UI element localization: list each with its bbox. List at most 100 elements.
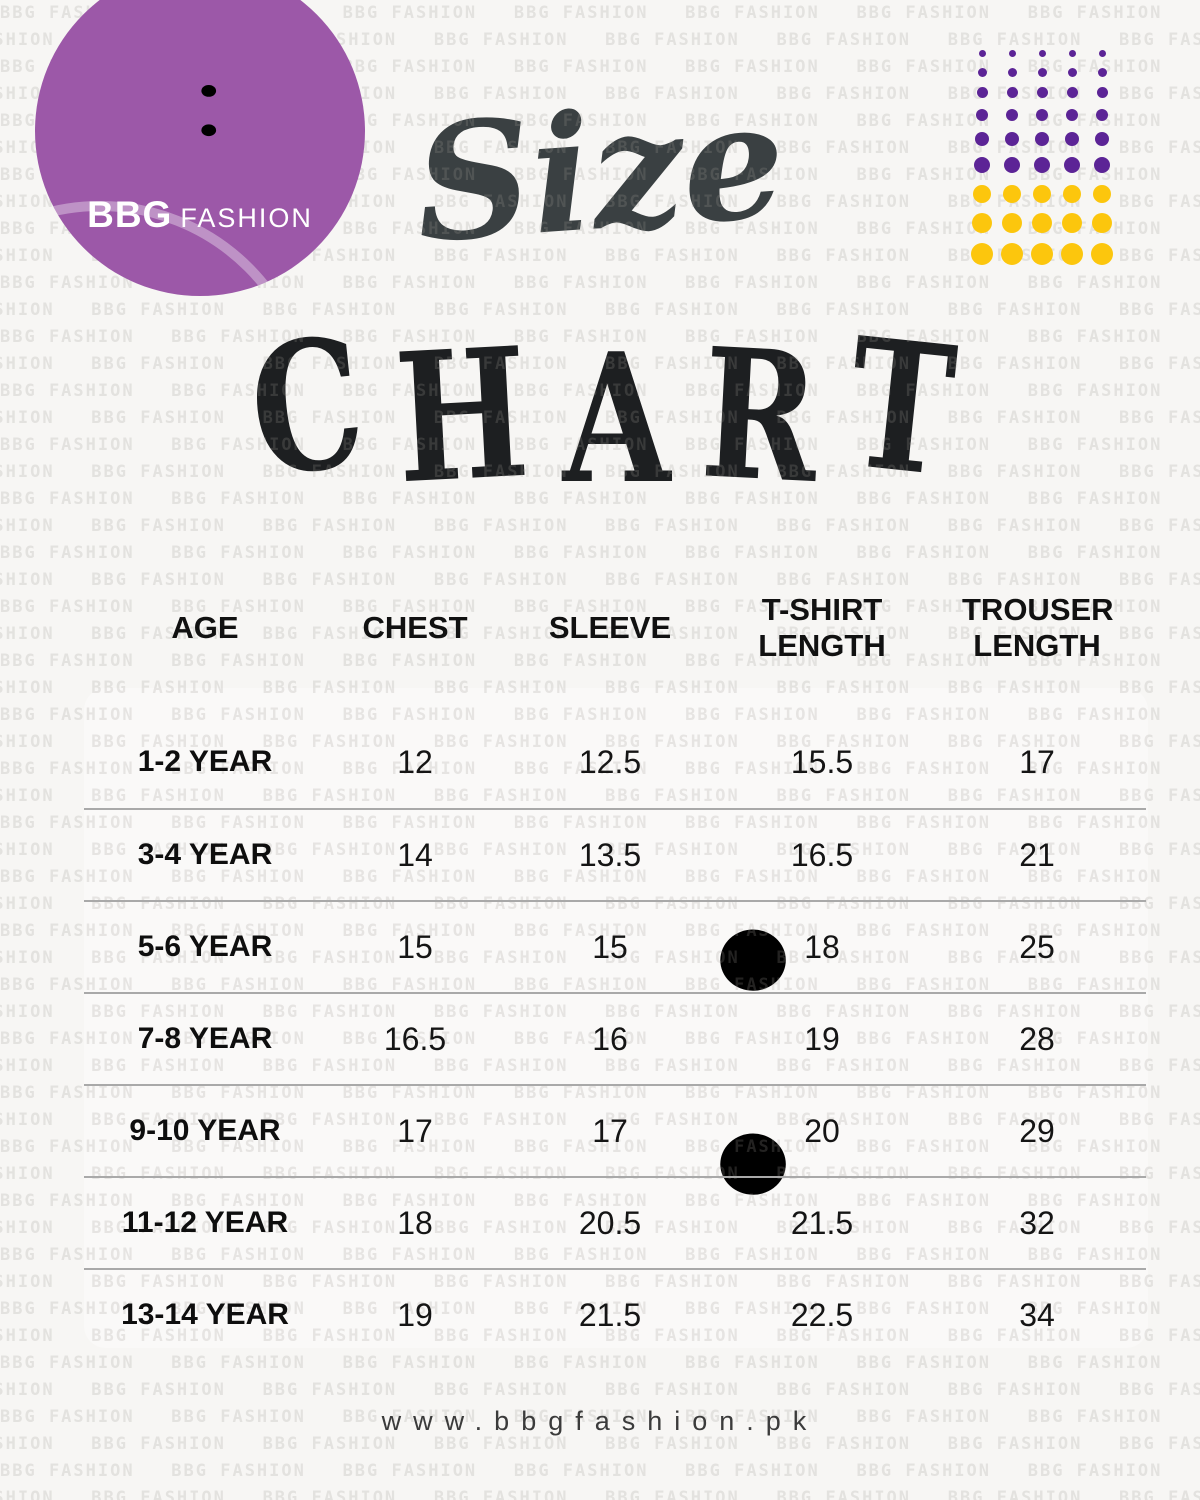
title-main-letter: A bbox=[562, 314, 670, 523]
measurement-cell: 15 bbox=[397, 928, 433, 965]
dot bbox=[976, 87, 988, 98]
dot bbox=[1096, 87, 1108, 98]
dot-row bbox=[967, 44, 1117, 63]
dot bbox=[1097, 68, 1107, 77]
table-header-row: AGE CHEST SLEEVE T-SHIRT LENGTH TROUSER LENG… bbox=[84, 578, 1146, 678]
dot bbox=[1038, 50, 1046, 57]
dot bbox=[1064, 157, 1080, 173]
measurement-cell: 17 bbox=[1019, 743, 1055, 780]
table-row: 9-10 YEAR 17 17 20 29 bbox=[84, 1084, 1146, 1176]
dot bbox=[1066, 87, 1078, 98]
table-row: 3-4 YEAR 14 13.5 16.5 21 bbox=[84, 808, 1146, 900]
measurement-cell: 29 bbox=[1019, 1112, 1055, 1149]
measurement-cell: 15.5 bbox=[790, 743, 854, 780]
dot bbox=[1008, 50, 1016, 57]
dot bbox=[1067, 68, 1077, 77]
age-cell: 5-6 YEAR bbox=[137, 930, 273, 963]
dot bbox=[1003, 184, 1021, 203]
dot bbox=[1035, 131, 1049, 146]
dot bbox=[1093, 184, 1111, 203]
column-header: CHEST bbox=[362, 610, 468, 645]
measurement-cell: 22.5 bbox=[790, 1296, 854, 1333]
dot bbox=[1091, 242, 1113, 265]
dot-row bbox=[967, 82, 1117, 103]
dot bbox=[1036, 87, 1048, 98]
age-cell: 13-14 YEAR bbox=[121, 1298, 289, 1331]
title-main-letter: R bbox=[696, 308, 820, 523]
dot bbox=[1031, 242, 1053, 265]
watermark-text-row: BBG FASHION BBG FASHION BBG FASHION BBG … bbox=[0, 1461, 1200, 1481]
measurement-cell: 32 bbox=[1019, 1204, 1055, 1241]
dot bbox=[971, 242, 993, 265]
measurement-cell: 16.5 bbox=[383, 1020, 447, 1057]
column-header: TROUSER LENGTH bbox=[962, 592, 1114, 663]
dot bbox=[1095, 131, 1109, 146]
column-header: AGE bbox=[171, 610, 239, 645]
dot bbox=[1006, 87, 1018, 98]
watermark-text-row: BBG FASHION BBG FASHION BBG FASHION BBG … bbox=[0, 1488, 1200, 1500]
dot-grid-decoration bbox=[967, 44, 1117, 269]
dot bbox=[1092, 213, 1112, 233]
dot bbox=[1004, 157, 1020, 173]
dot bbox=[975, 131, 989, 146]
table-row: 5-6 YEAR 15 15 18 25 bbox=[84, 900, 1146, 992]
dot bbox=[1007, 68, 1017, 77]
age-cell: 7-8 YEAR bbox=[137, 1022, 273, 1055]
measurement-cell: 25 bbox=[1019, 928, 1055, 965]
bbg-butterfly-g-logo-icon bbox=[87, 64, 290, 158]
measurement-cell: 15 bbox=[592, 928, 628, 965]
brand-badge: BBG FASHION bbox=[35, 0, 365, 296]
dot bbox=[1094, 157, 1110, 173]
dot bbox=[1062, 213, 1082, 233]
age-cell: 9-10 YEAR bbox=[129, 1114, 281, 1147]
table-body: 1-2 YEAR 12 12.5 15.5 17 3-4 YEAR 14 13.5 16.5 21… bbox=[84, 716, 1146, 1360]
table-row: 13-14 YEAR 19 21.5 22.5 34 bbox=[84, 1268, 1146, 1360]
measurement-cell: 18 bbox=[397, 1204, 433, 1241]
dot bbox=[1063, 184, 1081, 203]
dot bbox=[973, 184, 991, 203]
title-main-letter: C bbox=[240, 297, 370, 517]
dot bbox=[1033, 184, 1051, 203]
title-main-letter: H bbox=[391, 307, 531, 524]
table-row: 11-12 YEAR 18 20.5 21.5 32 bbox=[84, 1176, 1146, 1268]
measurement-cell: 16.5 bbox=[790, 836, 854, 873]
dot bbox=[977, 68, 987, 77]
measurement-cell: 34 bbox=[1019, 1296, 1055, 1333]
measurement-cell: 19 bbox=[804, 1020, 840, 1057]
age-cell: 1-2 YEAR bbox=[137, 745, 273, 778]
dot bbox=[976, 108, 988, 121]
dot bbox=[1001, 242, 1023, 265]
dot bbox=[972, 213, 992, 233]
measurement-cell: 16 bbox=[592, 1020, 628, 1057]
table-background-panel bbox=[84, 688, 1148, 1348]
dot bbox=[1034, 157, 1050, 173]
watermark-text-row: BBG FASHION BBG FASHION BBG FASHION BBG … bbox=[0, 1380, 1200, 1400]
dot bbox=[1065, 131, 1079, 146]
column-header: SLEEVE bbox=[548, 610, 672, 645]
dot bbox=[1036, 108, 1048, 121]
dot bbox=[1002, 213, 1022, 233]
website-url: www.bbgfashion.pk bbox=[381, 1406, 819, 1436]
measurement-cell: 21.5 bbox=[578, 1296, 642, 1333]
measurement-cell: 13.5 bbox=[578, 836, 642, 873]
measurement-cell: 20.5 bbox=[578, 1204, 642, 1241]
title-main-letter: T bbox=[838, 297, 961, 517]
dot bbox=[1068, 50, 1076, 57]
dot-row bbox=[967, 63, 1117, 82]
measurement-cell: 21.5 bbox=[790, 1204, 854, 1241]
dot bbox=[1037, 68, 1047, 77]
age-cell: 11-12 YEAR bbox=[121, 1206, 289, 1239]
dot bbox=[978, 50, 986, 57]
table-row: 7-8 YEAR 16.5 16 19 28 bbox=[84, 992, 1146, 1084]
dot bbox=[1098, 50, 1106, 57]
measurement-cell: 12.5 bbox=[578, 743, 642, 780]
dot-row bbox=[967, 103, 1117, 126]
dot bbox=[1066, 108, 1078, 121]
measurement-cell: 17 bbox=[397, 1112, 433, 1149]
measurement-cell: 18 bbox=[804, 928, 840, 965]
dot-row bbox=[967, 179, 1117, 208]
brand-name-bold: BBG bbox=[87, 194, 173, 235]
dot-row bbox=[967, 151, 1117, 179]
dot-row bbox=[967, 208, 1117, 238]
